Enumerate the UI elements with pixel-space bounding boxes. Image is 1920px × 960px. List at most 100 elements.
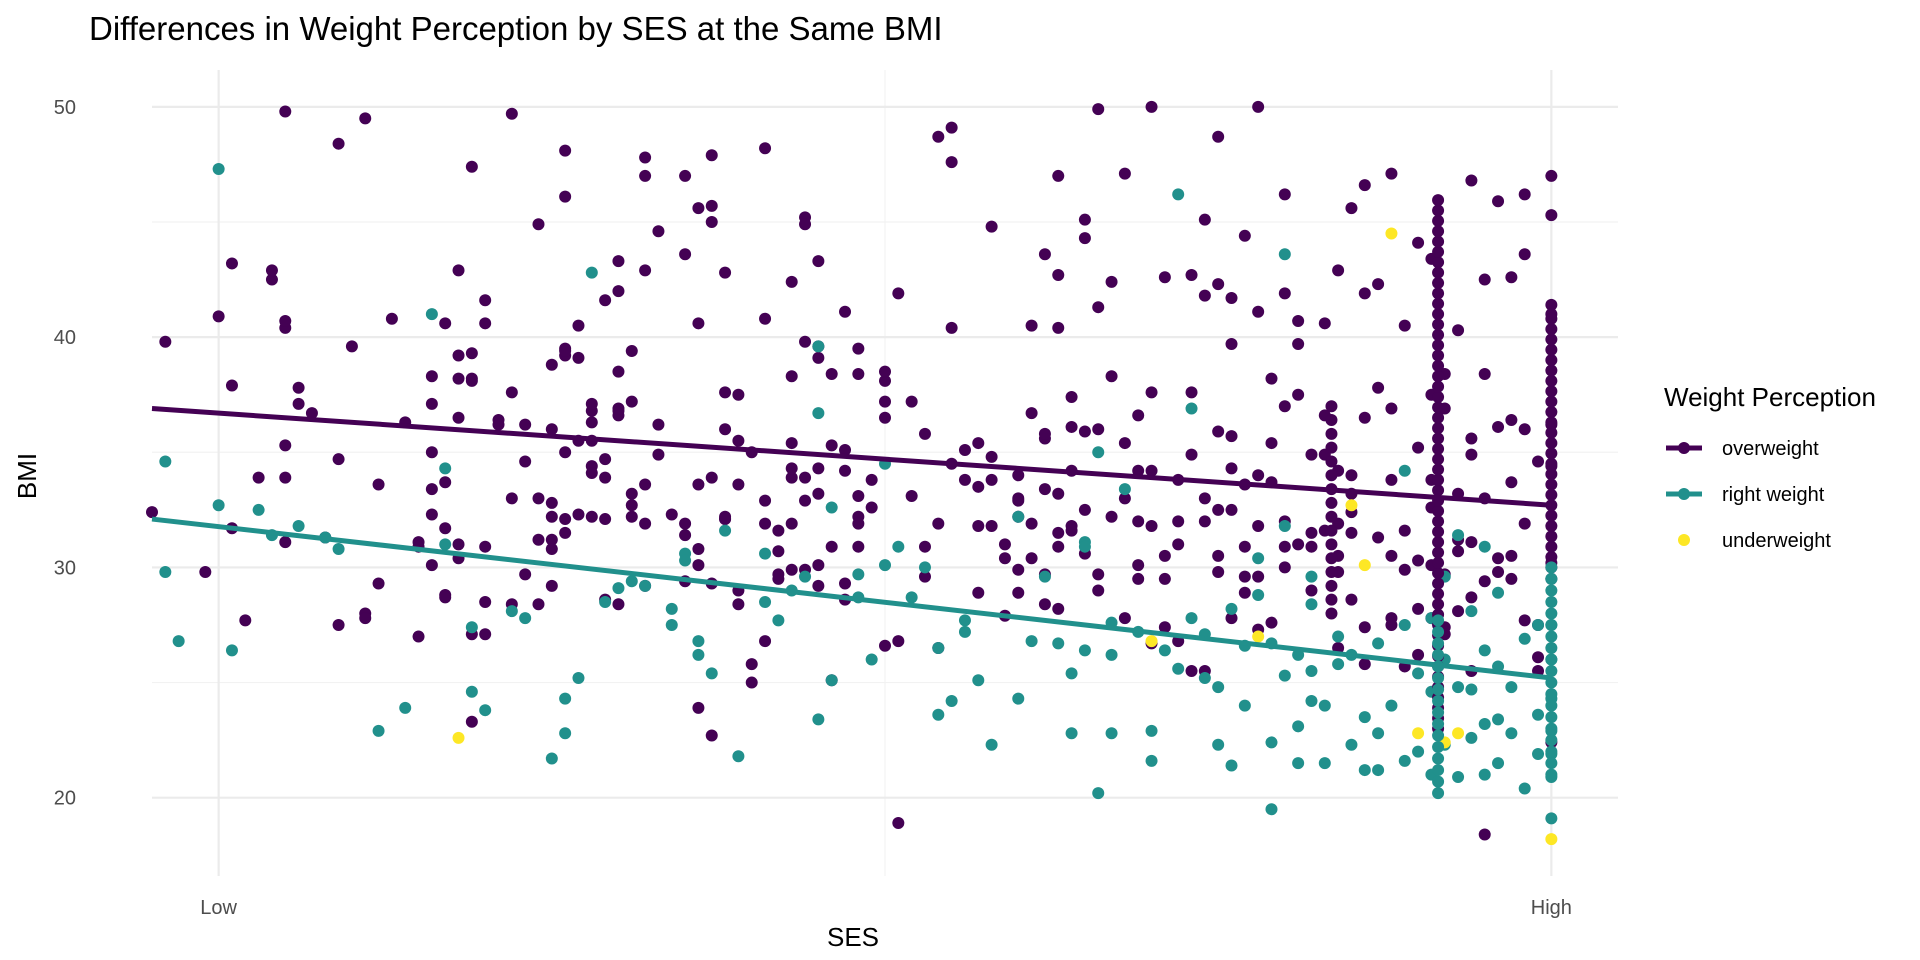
point-overweight (1265, 616, 1278, 629)
point-overweight (1545, 343, 1558, 356)
point-overweight (1238, 540, 1251, 553)
x-axis-title: SES (827, 922, 879, 952)
point-right-weight (1118, 483, 1131, 496)
point-overweight (1038, 483, 1051, 496)
point-overweight (1432, 504, 1445, 517)
point-overweight (1332, 264, 1345, 277)
legend-dot-underweight (1678, 534, 1690, 546)
point-right-weight (1545, 757, 1558, 770)
point-right-weight (1465, 731, 1478, 744)
point-overweight (1052, 268, 1065, 281)
point-overweight (225, 257, 238, 270)
point-right-weight (225, 644, 238, 657)
point-overweight (639, 151, 652, 164)
point-overweight (759, 142, 772, 155)
point-right-weight (1452, 529, 1465, 542)
point-overweight (1432, 401, 1445, 414)
point-overweight (998, 552, 1011, 565)
point-overweight (625, 344, 638, 357)
point-right-weight (665, 602, 678, 615)
point-overweight (1172, 515, 1185, 528)
point-right-weight (1432, 648, 1445, 661)
point-overweight (1092, 423, 1105, 436)
point-overweight (932, 130, 945, 143)
point-overweight (1212, 425, 1225, 438)
point-overweight (732, 478, 745, 491)
point-overweight (1305, 526, 1318, 539)
point-right-weight (958, 625, 971, 638)
point-right-weight (1545, 665, 1558, 678)
point-overweight (1105, 370, 1118, 383)
point-overweight (812, 579, 825, 592)
point-right-weight (1532, 708, 1545, 721)
point-overweight (479, 595, 492, 608)
point-overweight (759, 635, 772, 648)
point-overweight (1278, 287, 1291, 300)
point-overweight (1518, 517, 1531, 530)
y-tick-label: 40 (54, 327, 76, 349)
point-overweight (1532, 651, 1545, 664)
point-right-weight (1412, 745, 1425, 758)
point-overweight (1432, 308, 1445, 321)
point-overweight (1185, 268, 1198, 281)
point-overweight (612, 365, 625, 378)
point-overweight (1172, 538, 1185, 551)
point-overweight (1325, 524, 1338, 537)
point-right-weight (1478, 540, 1491, 553)
point-overweight (879, 395, 891, 408)
x-tick-label: Low (200, 897, 237, 919)
point-overweight (1372, 381, 1385, 394)
point-overweight (1325, 566, 1338, 579)
point-overweight (879, 411, 891, 424)
point-overweight (719, 513, 732, 526)
point-right-weight (1545, 561, 1558, 574)
point-overweight (1292, 388, 1305, 401)
point-right-weight (599, 595, 612, 608)
point-overweight (1198, 213, 1211, 226)
point-overweight (1132, 464, 1145, 477)
point-overweight (559, 526, 572, 539)
point-right-weight (1265, 736, 1278, 749)
point-right-weight (1252, 589, 1265, 602)
point-overweight (439, 317, 452, 330)
point-overweight (679, 529, 692, 542)
point-overweight (305, 407, 318, 420)
point-overweight (1492, 566, 1505, 579)
point-overweight (1505, 476, 1518, 489)
point-right-weight (1432, 706, 1445, 719)
point-right-weight (1305, 665, 1318, 678)
point-overweight (1432, 473, 1445, 486)
point-overweight (612, 255, 625, 268)
point-overweight (972, 480, 985, 493)
point-overweight (1158, 549, 1171, 562)
point-overweight (1358, 179, 1371, 192)
point-right-weight (1545, 722, 1558, 735)
point-right-weight (1185, 402, 1198, 415)
point-overweight (1432, 225, 1445, 238)
point-overweight (1345, 593, 1358, 606)
point-overweight (665, 508, 678, 521)
point-overweight (1132, 515, 1145, 528)
point-overweight (1518, 614, 1531, 627)
point-overweight (905, 395, 918, 408)
y-tick-label: 20 (54, 788, 76, 810)
point-overweight (1185, 386, 1198, 399)
point-right-weight (1305, 694, 1318, 707)
point-overweight (1505, 414, 1518, 427)
point-overweight (852, 367, 865, 380)
point-overweight (1398, 319, 1411, 332)
point-overweight (452, 538, 465, 551)
point-overweight (1358, 658, 1371, 671)
y-tick-label: 50 (54, 97, 76, 119)
point-right-weight (1225, 602, 1238, 615)
point-overweight (1325, 538, 1338, 551)
point-overweight (1025, 407, 1038, 420)
point-overweight (1212, 278, 1225, 291)
point-overweight (1432, 463, 1445, 476)
point-overweight (985, 220, 998, 233)
point-overweight (1265, 437, 1278, 450)
point-right-weight (1532, 747, 1545, 760)
point-right-weight (1145, 754, 1158, 767)
y-axis-title: BMI (12, 453, 42, 499)
point-overweight (1225, 430, 1238, 443)
